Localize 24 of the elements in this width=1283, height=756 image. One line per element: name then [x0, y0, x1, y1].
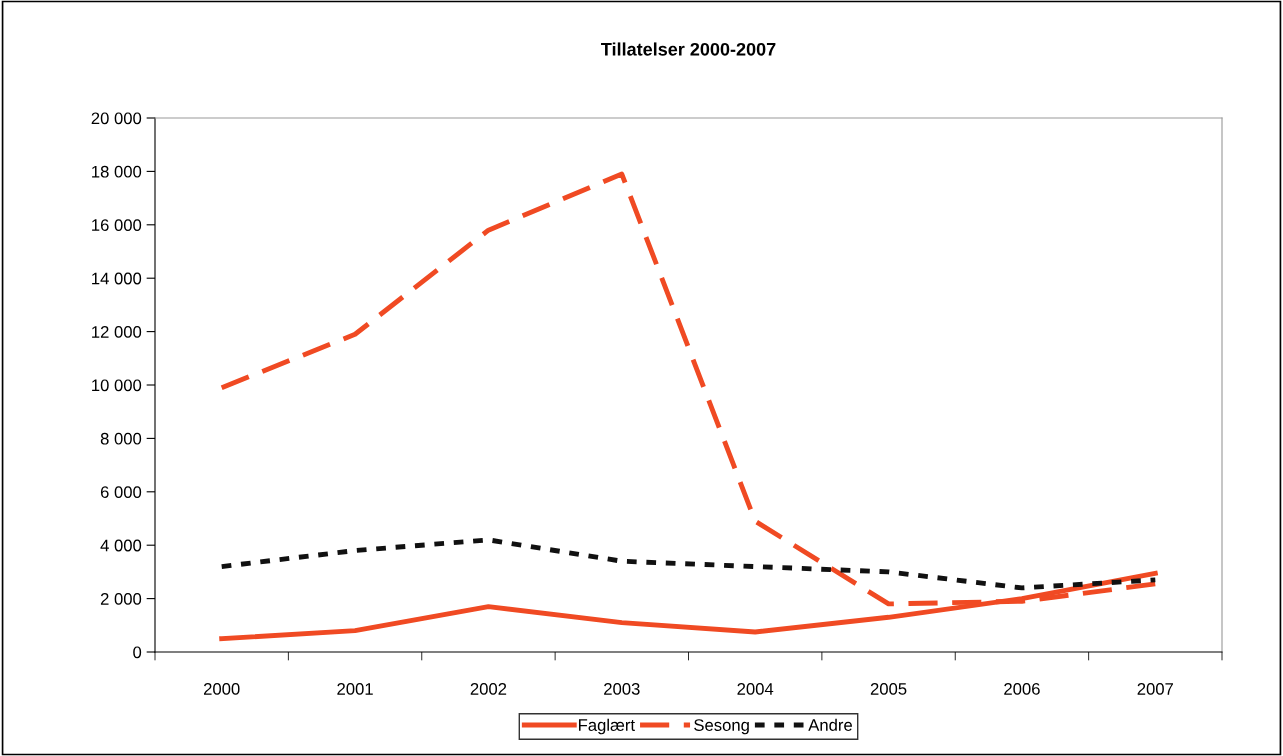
x-tick-label: 2000 [203, 683, 240, 695]
legend-label: Sesong [694, 719, 749, 735]
x-tick-label: 2005 [870, 683, 907, 695]
chart-title: Tillatelser 2000-2007 [601, 42, 776, 56]
x-tick-label: 2004 [737, 683, 774, 695]
y-tick-label: 6 000 [100, 486, 142, 498]
y-tick-label: 4 000 [100, 539, 142, 552]
y-tick-label: 14 000 [92, 272, 142, 285]
y-tick-label: 2 000 [100, 593, 142, 605]
legend-label: Faglært [578, 718, 635, 735]
x-tick-label: 2007 [1137, 683, 1174, 695]
y-tick-label: 20 000 [91, 112, 142, 125]
legend-label: Andre [808, 718, 852, 731]
y-tick-label: 18 000 [92, 165, 142, 178]
x-tick-label: 2003 [604, 683, 640, 695]
x-tick-label: 2002 [470, 683, 507, 695]
y-tick-label: 8 000 [100, 432, 142, 445]
y-tick-label: 16 000 [92, 219, 142, 231]
y-tick-label: 10 000 [92, 379, 142, 392]
y-tick-label: 12 000 [92, 326, 142, 338]
line-series [219, 537, 1158, 591]
x-tick-label: 2001 [337, 683, 373, 695]
x-tick-label: 2006 [1004, 683, 1040, 695]
y-tick-label: 0 [133, 646, 142, 659]
